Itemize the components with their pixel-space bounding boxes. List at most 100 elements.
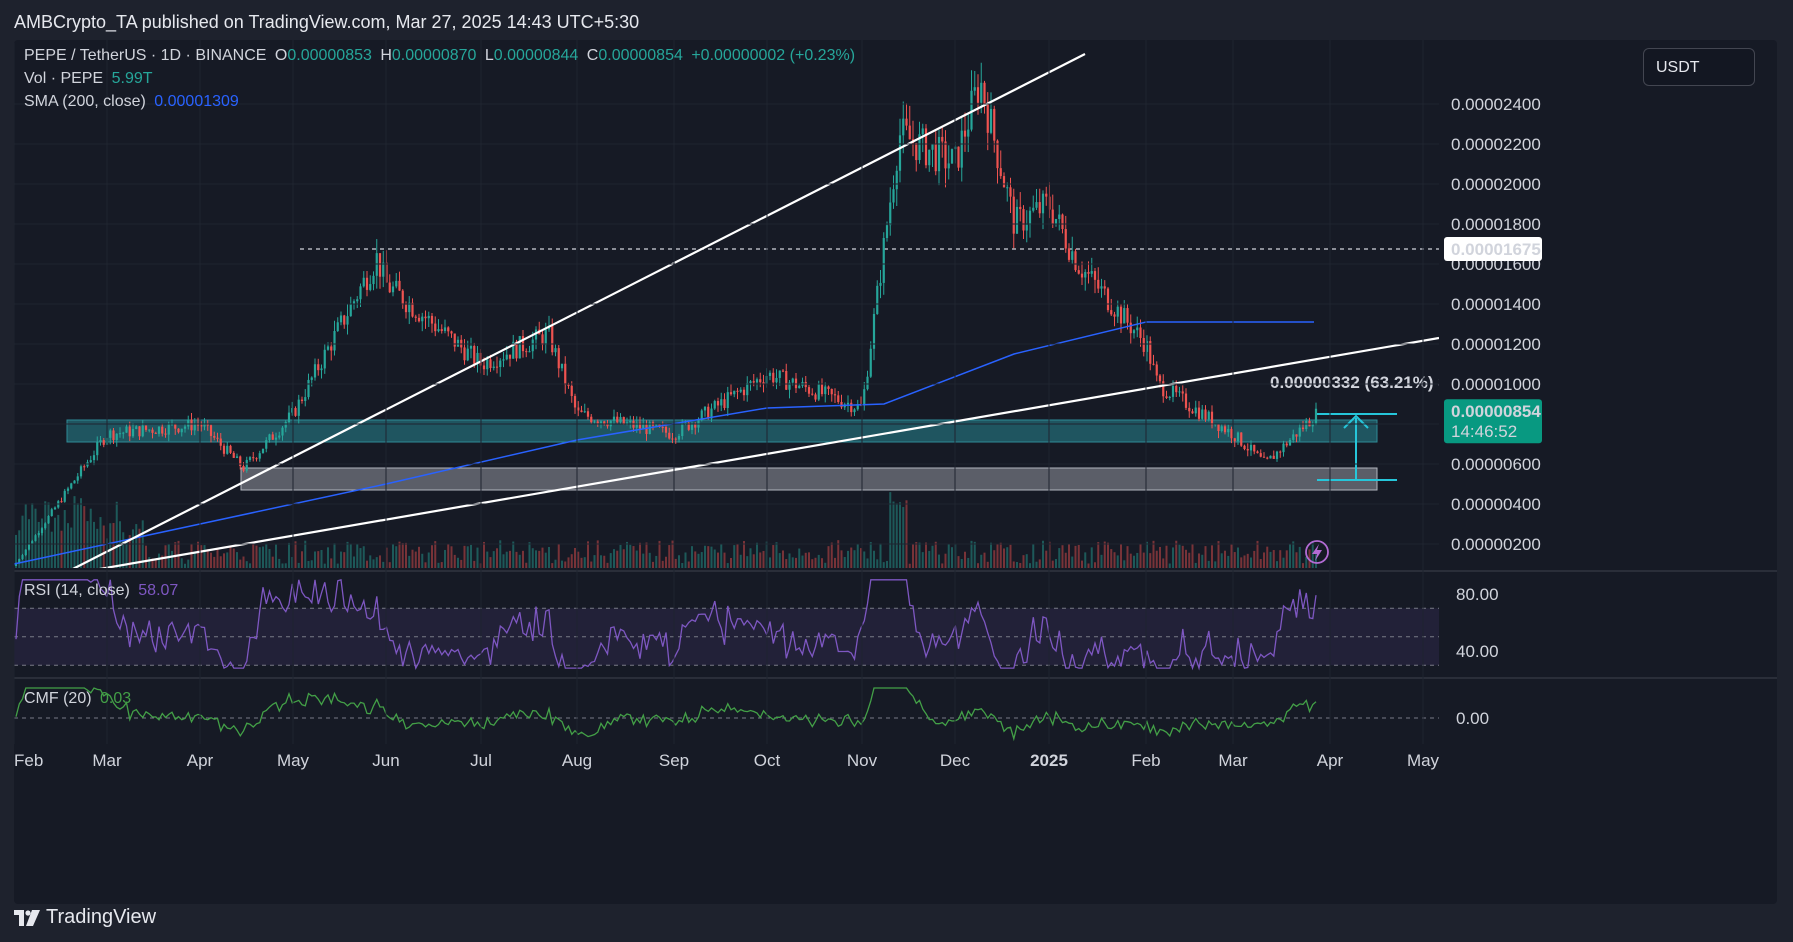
volume-bar (860, 548, 862, 568)
change-value: +0.00000002 (+0.23%) (691, 47, 856, 64)
volume-bar (294, 541, 297, 568)
volume-bar (1298, 546, 1301, 568)
volume-bar (648, 552, 651, 568)
volume-bar (804, 552, 807, 568)
candle-body (840, 401, 843, 408)
candle-body (291, 408, 294, 413)
candle-body (564, 363, 567, 385)
volume-bar (463, 545, 466, 568)
candle-body (200, 424, 203, 427)
tradingview-logo[interactable]: TradingView (14, 906, 156, 929)
candle-body (1272, 455, 1275, 459)
volume-bar (655, 555, 658, 568)
volume-bar (1243, 555, 1246, 568)
volume-bar (1220, 553, 1223, 568)
candle-body (369, 284, 372, 290)
candle-body (304, 397, 307, 401)
volume-bar (258, 547, 261, 568)
volume-bar (252, 543, 255, 568)
candle-body (1275, 451, 1279, 459)
volume-bar (1240, 557, 1243, 568)
volume-bar (505, 551, 508, 568)
candle-body (596, 421, 599, 424)
candle-body (560, 363, 564, 369)
volume-bar (681, 563, 684, 568)
volume-bar (1032, 543, 1035, 568)
volume-bar (1250, 557, 1252, 568)
lower-trendline (98, 336, 1439, 568)
volume-bar (986, 561, 989, 568)
volume-bar (1077, 544, 1080, 568)
candle-body (96, 442, 99, 456)
candle-body (1220, 426, 1223, 432)
volume-bar (557, 544, 560, 568)
candle-body (232, 452, 235, 458)
candle-body (339, 315, 343, 323)
volume-bar (239, 559, 242, 568)
candle-body (135, 426, 138, 429)
volume-bar (886, 560, 888, 568)
currency-button[interactable]: USDT (1643, 48, 1755, 86)
volume-bar (255, 545, 258, 568)
volume-bar (899, 502, 901, 568)
volume-bar (473, 560, 476, 568)
lightning-icon[interactable] (1305, 540, 1329, 564)
volume-bar (856, 544, 859, 568)
volume-bar (41, 518, 43, 568)
volume-bar (284, 563, 287, 568)
candle-body (63, 490, 66, 502)
close-label: C (586, 47, 599, 64)
volume-bar (145, 545, 147, 568)
volume-bar (869, 542, 872, 568)
volume-bar (1045, 550, 1048, 568)
volume-bar (717, 552, 719, 568)
volume-bar (934, 541, 937, 568)
volume-bar (21, 515, 24, 568)
volume-bar (76, 503, 79, 568)
candle-body (489, 359, 492, 369)
volume-bar (990, 542, 992, 568)
candle-body (1012, 196, 1015, 234)
volume-bar (798, 548, 801, 568)
candle-body (141, 425, 144, 437)
volume-bar (577, 551, 580, 568)
candle-body (1253, 444, 1256, 452)
candle-body (872, 313, 876, 349)
candle-body (853, 409, 856, 413)
volume-bar (138, 528, 141, 568)
candle-body (1074, 251, 1077, 271)
candle-body (349, 303, 352, 317)
candle-body (1194, 407, 1197, 414)
volume-bar (1246, 553, 1249, 568)
volume-bar (908, 563, 911, 568)
volume-bar (830, 542, 833, 568)
volume-bar (541, 547, 544, 568)
volume-bar (791, 557, 794, 568)
volume-bar (827, 546, 830, 568)
volume-bar (752, 554, 755, 568)
candle-body (1006, 187, 1009, 189)
candle-body (154, 432, 157, 434)
high-value: 0.00000870 (391, 47, 477, 64)
volume-bar (453, 554, 456, 568)
candle-body (934, 144, 937, 172)
chart-panel[interactable]: 0.00000332 (63.21%) 332 0.00000200 0.0000… (14, 40, 1777, 904)
published-info: AMBCrypto_TA published on TradingView.co… (14, 12, 640, 32)
candle-body (1204, 409, 1207, 420)
y-axis-tick-label: 0.00002400 (1451, 95, 1541, 114)
candle-body (892, 189, 895, 203)
candle-body (1301, 427, 1305, 429)
candle-body (482, 365, 486, 370)
x-axis-tick-label: Mar (1218, 751, 1248, 770)
candle-body (404, 304, 408, 313)
chart-canvas[interactable]: 0.00000332 (63.21%) 332 0.00000200 0.0000… (14, 40, 1777, 904)
candle-body (1207, 411, 1210, 420)
candle-body (677, 436, 681, 440)
candle-body (258, 453, 261, 459)
candle-body (1181, 391, 1184, 394)
volume-bar (531, 548, 534, 568)
candle-body (1243, 445, 1246, 450)
candle-body (1002, 176, 1006, 188)
volume-bar (1315, 554, 1317, 568)
candle-body (1028, 210, 1032, 225)
